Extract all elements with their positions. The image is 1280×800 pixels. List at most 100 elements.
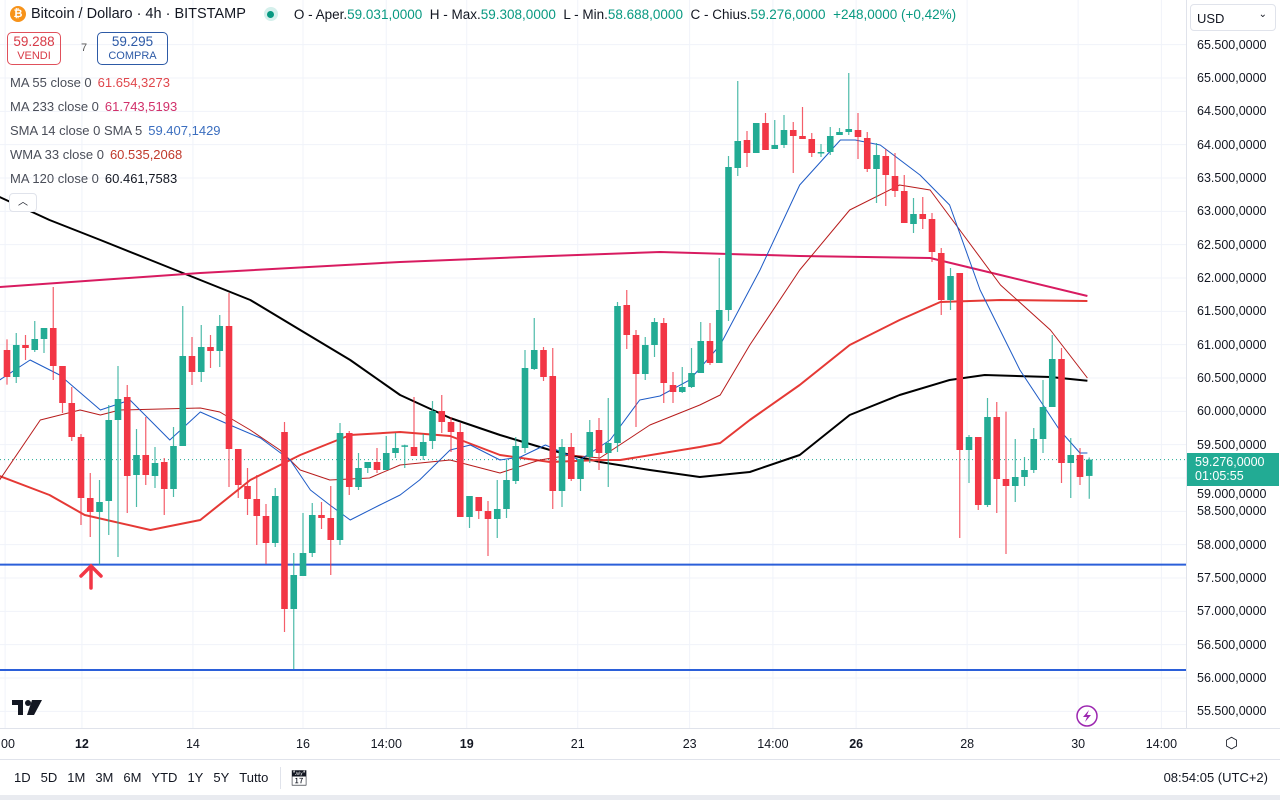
candle-body — [715, 310, 723, 363]
candle-body — [697, 341, 705, 373]
range-button-6m[interactable]: 6M — [123, 770, 142, 785]
currency-select[interactable]: USD ⌄ — [1190, 4, 1276, 31]
time-tick-label: 26 — [849, 737, 864, 751]
candle-body — [382, 453, 390, 470]
candle — [345, 431, 353, 495]
candle-body — [105, 420, 113, 501]
candle — [891, 153, 899, 197]
ma-line-sma-14-sma-5 — [0, 139, 1088, 521]
price-chart[interactable] — [0, 0, 1186, 728]
candle — [1021, 457, 1028, 486]
candle — [567, 433, 575, 481]
arrow-up-marker-icon[interactable] — [79, 563, 103, 590]
candle — [595, 418, 603, 470]
time-tick-label: 21 — [570, 737, 585, 751]
price-tick-label: 58.000,0000 — [1197, 537, 1267, 552]
candle — [114, 366, 122, 557]
candle-body — [789, 130, 797, 136]
candle-body — [253, 499, 261, 516]
candle — [364, 462, 372, 473]
range-button-1d[interactable]: 1D — [14, 770, 31, 785]
candle — [974, 437, 982, 510]
candle — [31, 321, 39, 352]
candle — [530, 318, 538, 370]
candle — [799, 107, 806, 139]
candle-body — [651, 322, 658, 345]
candle — [1067, 438, 1075, 498]
time-axis[interactable]: ⬡ 00 12 14 16 14:00 19 21 23 14:00 26 28 30 14:00 — [0, 728, 1280, 760]
time-tick-label: 19 — [459, 737, 474, 751]
candle — [808, 133, 816, 157]
candle — [1048, 335, 1056, 407]
price-tick-label: 55.500,0000 — [1197, 704, 1267, 719]
candle-body — [49, 328, 57, 366]
candle — [900, 175, 908, 223]
candle-body — [947, 276, 954, 300]
candle-body — [965, 437, 973, 450]
lightning-icon[interactable] — [1076, 705, 1098, 727]
candle-body — [1076, 455, 1084, 477]
candle-body — [466, 496, 473, 517]
time-tick-label: 30 — [1071, 737, 1086, 751]
time-tick-label: 28 — [960, 737, 975, 751]
candle — [151, 447, 159, 488]
range-button-1m[interactable]: 1M — [67, 770, 86, 785]
candle-body — [669, 385, 677, 392]
collapse-legend-button[interactable]: ︿ — [9, 193, 37, 212]
candle — [318, 502, 325, 529]
candle — [919, 197, 927, 229]
candle-body — [355, 468, 362, 487]
candle-body — [623, 305, 631, 335]
candle-body — [197, 347, 205, 372]
candle-body — [762, 123, 769, 150]
range-button-5d[interactable]: 5D — [40, 770, 58, 785]
candle — [947, 268, 954, 310]
candle-body — [438, 411, 446, 422]
range-button-5y[interactable]: 5Y — [213, 770, 230, 785]
candle-body — [77, 437, 85, 498]
range-button-1y[interactable]: 1Y — [187, 770, 204, 785]
range-button-ytd[interactable]: YTD — [151, 770, 178, 785]
candle — [410, 397, 418, 456]
candle-body — [290, 575, 298, 609]
candle-body — [299, 553, 307, 576]
candle — [845, 73, 853, 135]
candle-body — [900, 191, 908, 223]
settings-icon[interactable]: ⬡ — [1225, 735, 1239, 752]
candle — [253, 475, 261, 545]
range-button-3m[interactable]: 3M — [95, 770, 114, 785]
candle-body — [392, 448, 399, 453]
candle-body — [1048, 359, 1056, 407]
horizontal-lines[interactable] — [0, 563, 1186, 671]
candle — [817, 144, 825, 157]
candle-body — [780, 130, 788, 145]
candle-body — [59, 366, 66, 403]
candle — [826, 127, 834, 155]
clock[interactable]: 08:54:05 (UTC+2) — [1163, 770, 1268, 785]
candle-body — [373, 462, 381, 470]
candle — [984, 398, 991, 507]
candle — [262, 504, 270, 564]
last-price-value: 59.276,0000 — [1195, 454, 1265, 469]
range-button-tutto[interactable]: Tutto — [239, 770, 269, 785]
sell-button[interactable]: 59.288 VENDI — [7, 32, 61, 65]
sell-label: VENDI — [17, 50, 51, 62]
candle — [429, 401, 436, 449]
candle — [1030, 428, 1038, 473]
candle — [207, 335, 214, 368]
candle-body — [521, 368, 529, 448]
bar-countdown: 01:05:55 — [1195, 468, 1244, 483]
candle — [493, 480, 501, 538]
candle-body — [281, 432, 288, 609]
candle — [873, 143, 880, 203]
go-to-date-icon[interactable]: 📅︎ — [289, 769, 309, 787]
candle-body — [614, 306, 621, 443]
buy-button[interactable]: 59.295 COMPRA — [97, 32, 168, 65]
price-axis[interactable]: 65.500,0000 65.000,0000 64.500,0000 64.000,… — [1186, 0, 1280, 728]
candle — [789, 122, 797, 173]
candle — [382, 436, 390, 470]
price-tick-label: 59.500,0000 — [1197, 437, 1267, 452]
price-tick-label: 63.000,0000 — [1197, 204, 1267, 219]
candle-body — [577, 459, 584, 479]
candle — [475, 497, 483, 519]
